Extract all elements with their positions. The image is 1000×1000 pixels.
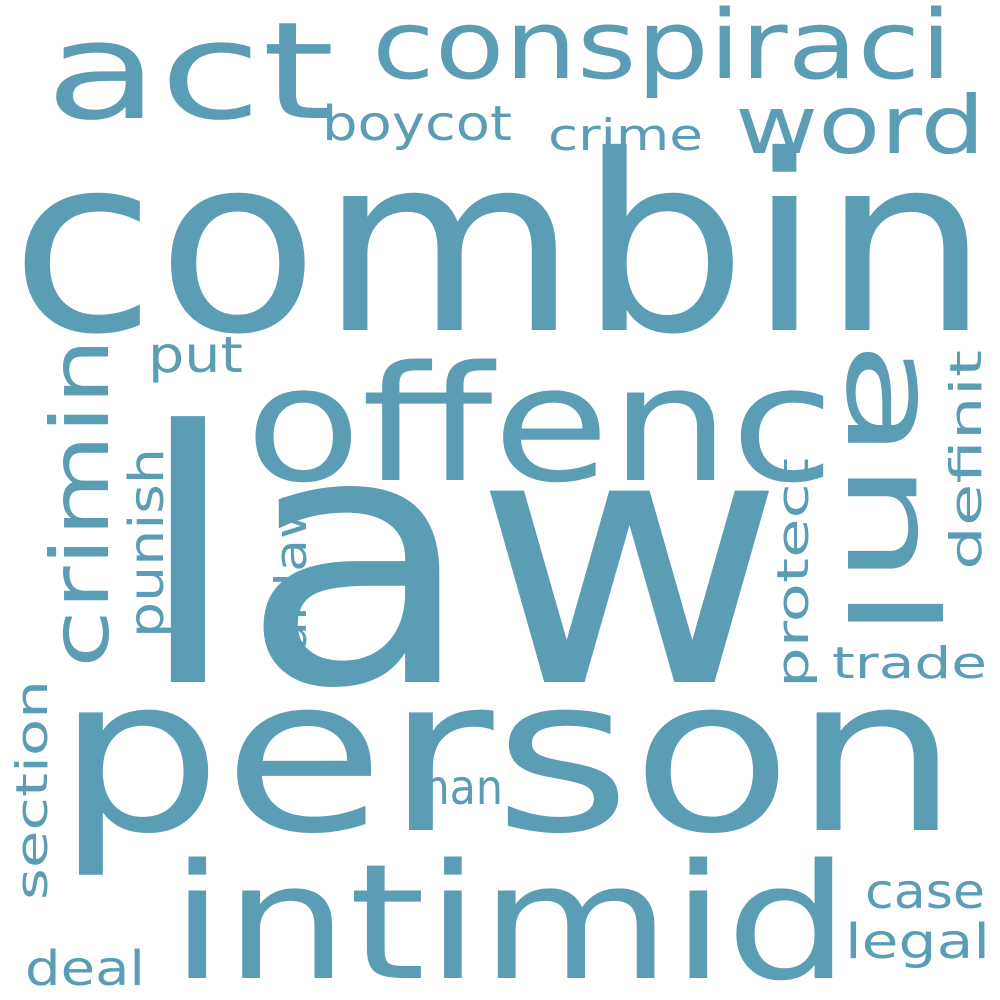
word-legal: legal: [845, 914, 990, 970]
word-boycot: boycot: [322, 96, 512, 152]
word-protect: protect: [768, 458, 819, 688]
word-definit: definit: [941, 350, 992, 570]
word-trade: trade: [832, 638, 987, 689]
word-offenc: offenc: [245, 331, 835, 518]
word-word: word: [735, 79, 985, 172]
word-put: put: [148, 326, 243, 384]
word-anl: anl: [818, 340, 963, 640]
word-act: act: [45, 0, 335, 150]
word-intimid: intimid: [170, 829, 850, 1000]
word-person: person: [55, 630, 960, 881]
word-conspiraci: conspiraci: [372, 0, 952, 101]
word-unlaw: unlaw: [266, 495, 317, 655]
word-man: man: [408, 760, 503, 816]
word-law: law: [135, 357, 785, 765]
word-punish: punish: [119, 448, 175, 638]
word-crime: crime: [548, 110, 703, 161]
word-combin: combin: [10, 103, 990, 388]
word-crimin: crimin: [34, 338, 127, 668]
word-section: section: [7, 680, 58, 900]
word-case: case: [865, 864, 985, 920]
word-deal: deal: [25, 941, 145, 997]
